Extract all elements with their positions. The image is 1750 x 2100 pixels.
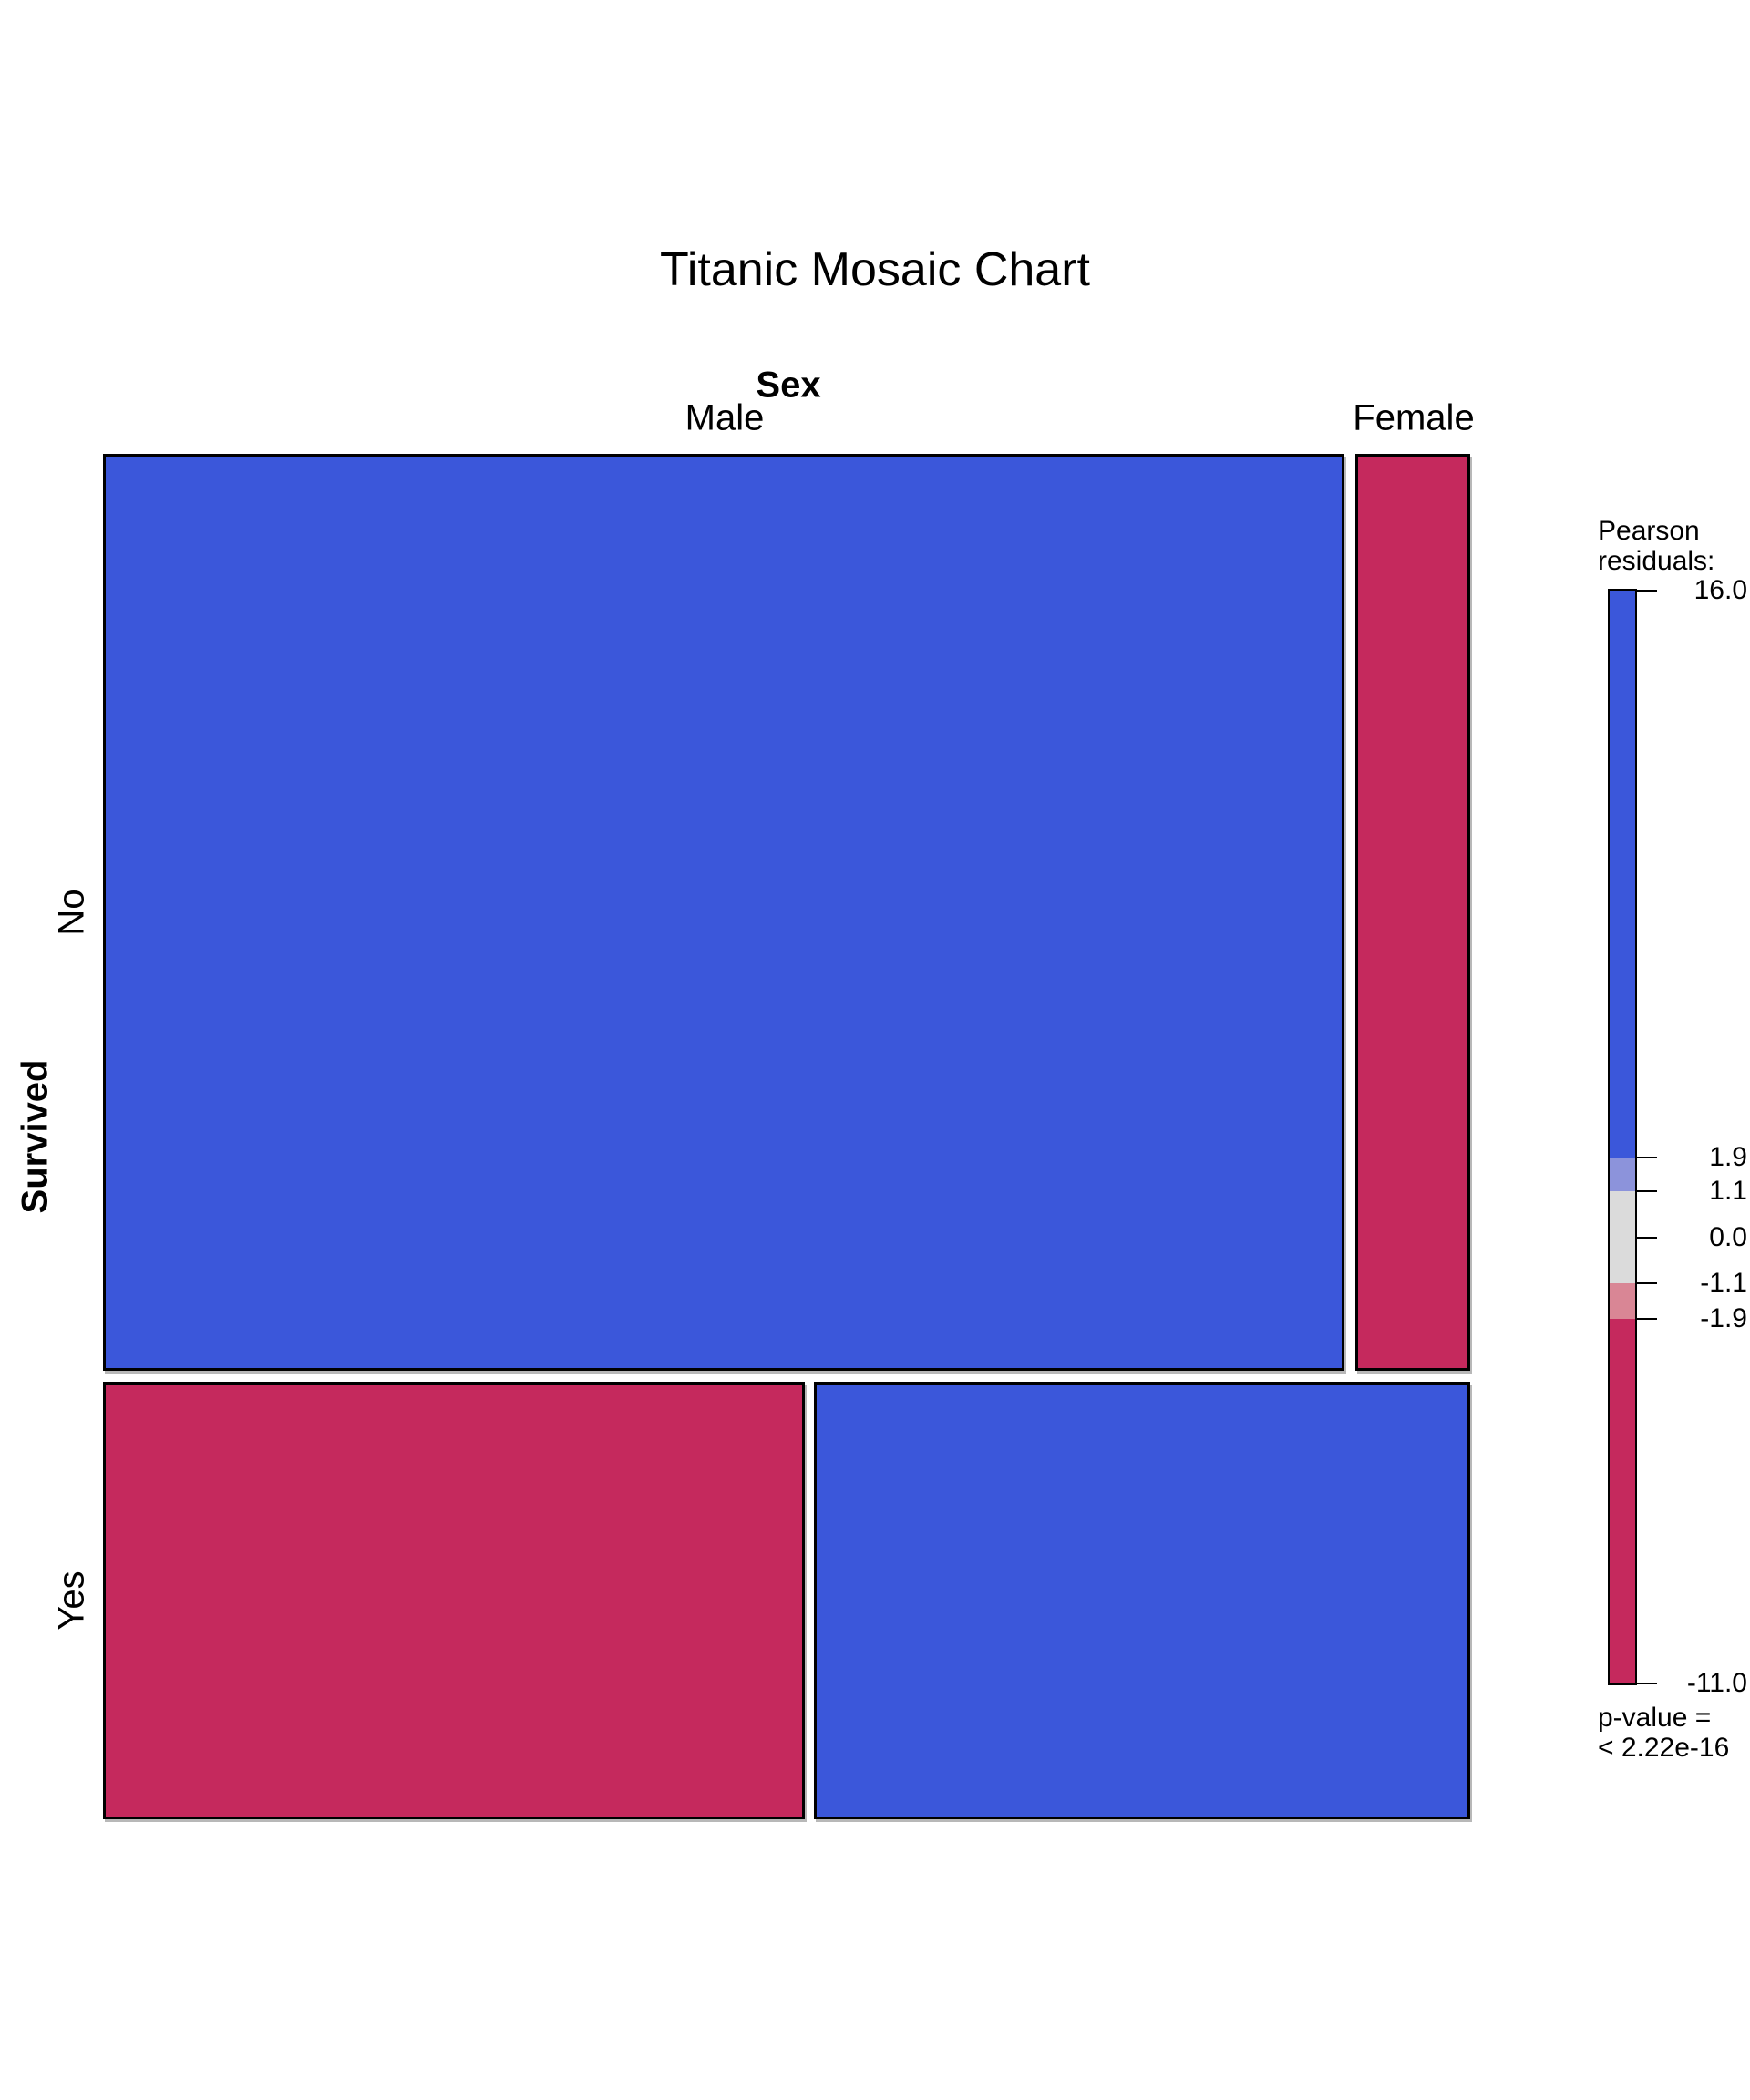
- p-value-line2: < 2.22e-16: [1598, 1733, 1730, 1763]
- tick-mark: [1637, 1157, 1657, 1158]
- p-value-line1: p-value =: [1598, 1703, 1712, 1733]
- tick-mark: [1637, 1237, 1657, 1239]
- left-axis-title: Survived: [15, 1059, 56, 1214]
- colorbar-band-pink: [1610, 1283, 1635, 1319]
- tick-label: -1.9: [1700, 1303, 1747, 1333]
- tick-mark: [1637, 590, 1657, 592]
- tick-mark: [1637, 1282, 1657, 1284]
- tick-label: -11.0: [1686, 1668, 1747, 1698]
- tick-mark: [1637, 1683, 1657, 1684]
- tick-label: -1.1: [1700, 1268, 1747, 1298]
- tick-mark: [1637, 1190, 1657, 1192]
- mosaic-tile-no-male: [103, 454, 1344, 1371]
- top-axis-title: Sex: [756, 365, 821, 406]
- tick-label: 0.0: [1709, 1222, 1747, 1252]
- mosaic-tile-yes-female: [814, 1382, 1470, 1819]
- legend-title-line2: residuals:: [1598, 546, 1715, 576]
- legend-title: Pearson residuals:: [1598, 516, 1714, 576]
- tick-label: 1.1: [1709, 1176, 1747, 1206]
- legend-colorbar: [1608, 589, 1637, 1685]
- colorbar-band-gray: [1610, 1191, 1635, 1283]
- p-value-annotation: p-value = < 2.22e-16: [1598, 1703, 1729, 1763]
- legend-title-line1: Pearson: [1598, 516, 1700, 546]
- mosaic-tile-yes-male: [103, 1382, 805, 1819]
- top-axis-category-female: Female: [1353, 397, 1475, 438]
- tick-label: 1.9: [1709, 1142, 1747, 1172]
- mosaic-tile-no-female: [1355, 454, 1470, 1371]
- colorbar-band-strong-blue: [1610, 591, 1635, 1158]
- tick-label: 16.0: [1693, 575, 1747, 605]
- page-title: Titanic Mosaic Chart: [660, 243, 1090, 296]
- tick-mark: [1637, 1318, 1657, 1320]
- top-axis-category-male: Male: [685, 397, 765, 438]
- colorbar-band-light-blue: [1610, 1158, 1635, 1191]
- left-axis-category-no: No: [51, 889, 92, 936]
- left-axis-category-yes: Yes: [51, 1570, 92, 1631]
- colorbar-band-crimson: [1610, 1319, 1635, 1683]
